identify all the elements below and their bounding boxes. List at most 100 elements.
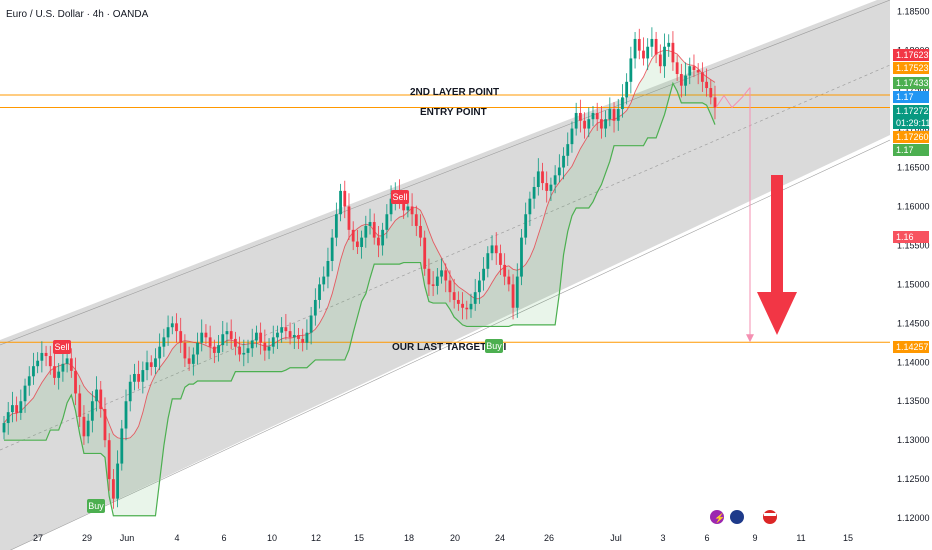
candle-body	[482, 268, 486, 281]
x-tick-label: 15	[843, 533, 853, 543]
candle-body	[414, 214, 418, 226]
candle-body	[343, 190, 347, 207]
lightning-icon[interactable]	[710, 510, 724, 524]
y-tick-label: 1.15000	[897, 279, 930, 289]
candle-body	[520, 237, 523, 277]
y-tick-label: 1.13500	[897, 396, 930, 406]
x-tick-label: 15	[354, 533, 364, 543]
candle-body	[646, 46, 650, 59]
signal-sell-label: Sell	[54, 342, 69, 352]
chart-title: Euro / U.S. Dollar · 4h · OANDA	[6, 9, 149, 20]
signal-sell-label: Sell	[392, 192, 407, 202]
candle-body	[608, 109, 612, 120]
us-flag-icon[interactable]	[763, 510, 777, 524]
y-tick-label: 1.12500	[897, 474, 930, 484]
candle-body	[326, 261, 330, 277]
candle-body	[90, 401, 94, 421]
candle-body	[650, 38, 654, 47]
signal-sell-badge[interactable]	[391, 190, 409, 204]
candle-body	[61, 363, 65, 372]
candle-body	[503, 264, 507, 277]
candle-body	[465, 307, 469, 310]
candle-body	[355, 241, 359, 247]
candle-body	[524, 214, 528, 238]
candle-body	[27, 376, 31, 386]
target-label: OUR LAST TARGET POI	[392, 342, 506, 353]
candle-body	[276, 332, 279, 338]
candle-body	[103, 409, 107, 441]
price-badge	[893, 77, 929, 89]
candle-body	[536, 171, 540, 187]
candle-body	[284, 327, 288, 332]
candle-body	[629, 58, 633, 82]
down-arrow-shaft	[771, 175, 783, 293]
candle-body	[469, 303, 473, 310]
candle-body	[221, 334, 225, 346]
x-tick-label: 10	[267, 533, 277, 543]
candle-body	[419, 225, 422, 238]
x-tick-label: 29	[82, 533, 92, 543]
candle-body	[242, 352, 246, 355]
candle-body	[267, 346, 271, 351]
signal-buy-badge[interactable]	[485, 339, 503, 353]
candle-body	[255, 332, 258, 341]
price-badge-label: 1.17260	[896, 132, 929, 142]
x-tick-label: 9	[752, 533, 757, 543]
candle-body	[6, 412, 10, 424]
signal-buy-badge[interactable]	[87, 499, 105, 513]
candle-body	[583, 120, 586, 129]
x-tick-label: 6	[221, 533, 226, 543]
candle-body	[334, 214, 338, 238]
candle-body	[410, 206, 414, 215]
candle-body	[541, 171, 544, 184]
candle-body	[158, 346, 162, 359]
y-tick-label: 1.16000	[897, 201, 930, 211]
candle-body	[528, 198, 532, 215]
candle-body	[372, 222, 376, 238]
candle-body	[705, 81, 708, 89]
candle-body	[263, 342, 267, 351]
event-icons-layer: ⚡	[710, 510, 777, 524]
candle-body	[545, 183, 549, 191]
candle-body	[2, 423, 6, 433]
signals-layer: Sell Buy Sell Buy	[53, 190, 503, 513]
candle-body	[313, 299, 317, 316]
candle-body	[679, 74, 683, 86]
candle-body	[107, 440, 111, 480]
candle-body	[128, 381, 132, 402]
candle-body	[595, 112, 599, 120]
candle-body	[654, 38, 658, 55]
trail-fill-area	[4, 50, 715, 516]
candle-body	[53, 366, 56, 378]
candle-body	[385, 214, 389, 230]
indicator-layer	[3, 49, 716, 517]
candle-body	[431, 284, 435, 286]
candle-body	[587, 119, 591, 129]
candle-body	[402, 198, 406, 211]
candle-body	[486, 253, 490, 269]
signal-sell-badge[interactable]	[53, 340, 71, 354]
eu-flag-icon[interactable]	[730, 510, 744, 524]
candle-body	[684, 75, 687, 86]
candle-body	[208, 337, 212, 347]
candle-body	[448, 280, 452, 293]
x-tick-label: 27	[33, 533, 43, 543]
candle-body	[288, 331, 292, 338]
price-badge-label: 1.17272	[896, 106, 929, 116]
candle-body	[574, 112, 578, 129]
candle-body	[233, 338, 237, 347]
candle-body	[557, 167, 561, 176]
candle-body	[377, 237, 380, 246]
layer2-label: 2ND LAYER POINT	[410, 87, 499, 98]
candle-body	[280, 327, 284, 333]
y-tick-label: 1.12000	[897, 513, 930, 523]
candle-body	[692, 66, 696, 71]
candle-body	[297, 335, 300, 339]
candle-body	[511, 284, 515, 308]
candle-body	[36, 360, 40, 367]
candle-body	[456, 299, 460, 304]
candle-body	[330, 237, 334, 261]
price-badge	[893, 91, 929, 103]
candle-body	[124, 401, 128, 429]
